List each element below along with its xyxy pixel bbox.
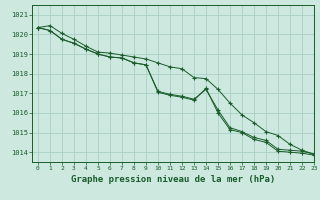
X-axis label: Graphe pression niveau de la mer (hPa): Graphe pression niveau de la mer (hPa) <box>71 175 275 184</box>
